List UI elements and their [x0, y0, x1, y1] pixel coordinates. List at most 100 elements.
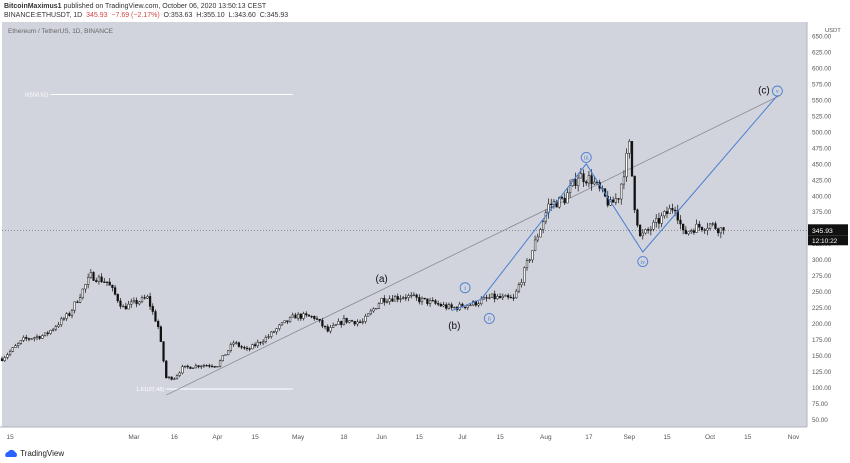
candle: [299, 313, 302, 321]
y-tick-label: 375.00: [812, 209, 832, 216]
tradingview-logo[interactable]: TradingView: [4, 449, 64, 458]
author-name[interactable]: BitcoinMaximus1: [4, 3, 62, 10]
candle-body: [73, 301, 76, 311]
candle: [140, 295, 144, 304]
candle-body: [162, 341, 165, 362]
candle-body: [213, 366, 216, 368]
candles: [0, 139, 725, 381]
last-value: 345.93: [86, 12, 108, 19]
candle: [717, 227, 720, 237]
candle-body: [708, 223, 712, 229]
candle-body: [560, 197, 564, 199]
candle-body: [76, 301, 79, 303]
candle: [194, 363, 197, 369]
candle: [509, 294, 512, 299]
candle-body: [205, 365, 208, 367]
candle: [485, 294, 488, 302]
candle: [687, 231, 690, 236]
candle: [665, 206, 669, 219]
plot-area: [2, 22, 807, 427]
candle: [165, 359, 168, 379]
candle: [641, 228, 644, 240]
candle: [113, 284, 117, 296]
candle-body: [515, 290, 518, 299]
candle: [213, 365, 216, 368]
candle-body: [509, 296, 512, 299]
wave-label-circle: [580, 151, 592, 163]
candle-body: [167, 376, 171, 379]
candle-body: [41, 335, 44, 339]
candle: [92, 271, 95, 281]
candle-body: [154, 311, 157, 322]
published-text: published on TradingView.com, October 06…: [63, 3, 267, 10]
candle-body: [22, 337, 25, 341]
candle-body: [286, 320, 289, 323]
candle: [358, 319, 362, 324]
candle: [202, 363, 206, 368]
candle: [630, 141, 634, 177]
candle-body: [170, 376, 173, 380]
candle-body: [445, 304, 448, 309]
candle: [587, 170, 591, 188]
candle: [585, 179, 588, 186]
candle: [25, 334, 28, 342]
candle: [410, 292, 413, 299]
low-value: L:343.60: [228, 12, 256, 19]
candle: [402, 295, 405, 300]
candle: [383, 295, 386, 306]
candle: [111, 284, 114, 292]
candle-body: [542, 221, 545, 230]
wave-label: (a): [375, 274, 387, 285]
candle-body: [402, 297, 405, 299]
candle: [108, 278, 111, 286]
candle-body: [566, 192, 569, 204]
candle-body: [89, 272, 92, 278]
candle-body: [638, 224, 642, 237]
candle-body: [353, 321, 356, 325]
candle-body: [579, 173, 582, 179]
candle-body: [682, 223, 685, 231]
candle: [636, 208, 639, 228]
candle: [415, 293, 418, 301]
candle-body: [496, 296, 499, 300]
candle: [17, 342, 20, 349]
candle: [100, 273, 103, 283]
candle: [135, 297, 138, 308]
candle-body: [332, 325, 335, 328]
candle-body: [385, 301, 389, 303]
candle-body: [391, 298, 394, 302]
candle: [288, 316, 292, 323]
candle: [671, 203, 674, 214]
candle: [291, 312, 294, 318]
candle: [272, 330, 276, 333]
candle: [525, 258, 529, 271]
candle-body: [140, 297, 144, 303]
candle-body: [208, 365, 211, 367]
candle: [183, 365, 187, 369]
candle: [342, 314, 346, 326]
candle: [0, 356, 4, 362]
candle: [404, 294, 407, 302]
candle: [210, 364, 214, 368]
candle: [617, 198, 620, 204]
candle-body: [719, 227, 722, 234]
candle-body: [660, 215, 663, 224]
candle-body: [100, 276, 103, 283]
candle-body: [447, 304, 451, 309]
candle-body: [151, 306, 154, 312]
high-value: H:355.10: [196, 12, 225, 19]
candle: [423, 297, 426, 300]
candle-body: [434, 300, 437, 304]
price-chart[interactable]: 50.00 75.00 100.00 125.00 150.00 175.00 200.00…: [0, 22, 850, 446]
candle-body: [27, 338, 31, 340]
candle-body: [428, 300, 432, 304]
candle-body: [345, 317, 348, 323]
candle-body: [625, 153, 628, 178]
candle-body: [60, 318, 63, 326]
candle: [95, 277, 98, 283]
candle-body: [463, 306, 467, 309]
candle-body: [690, 230, 693, 233]
x-tick-label: May: [292, 434, 305, 441]
candle: [318, 318, 321, 323]
candle: [622, 170, 626, 190]
